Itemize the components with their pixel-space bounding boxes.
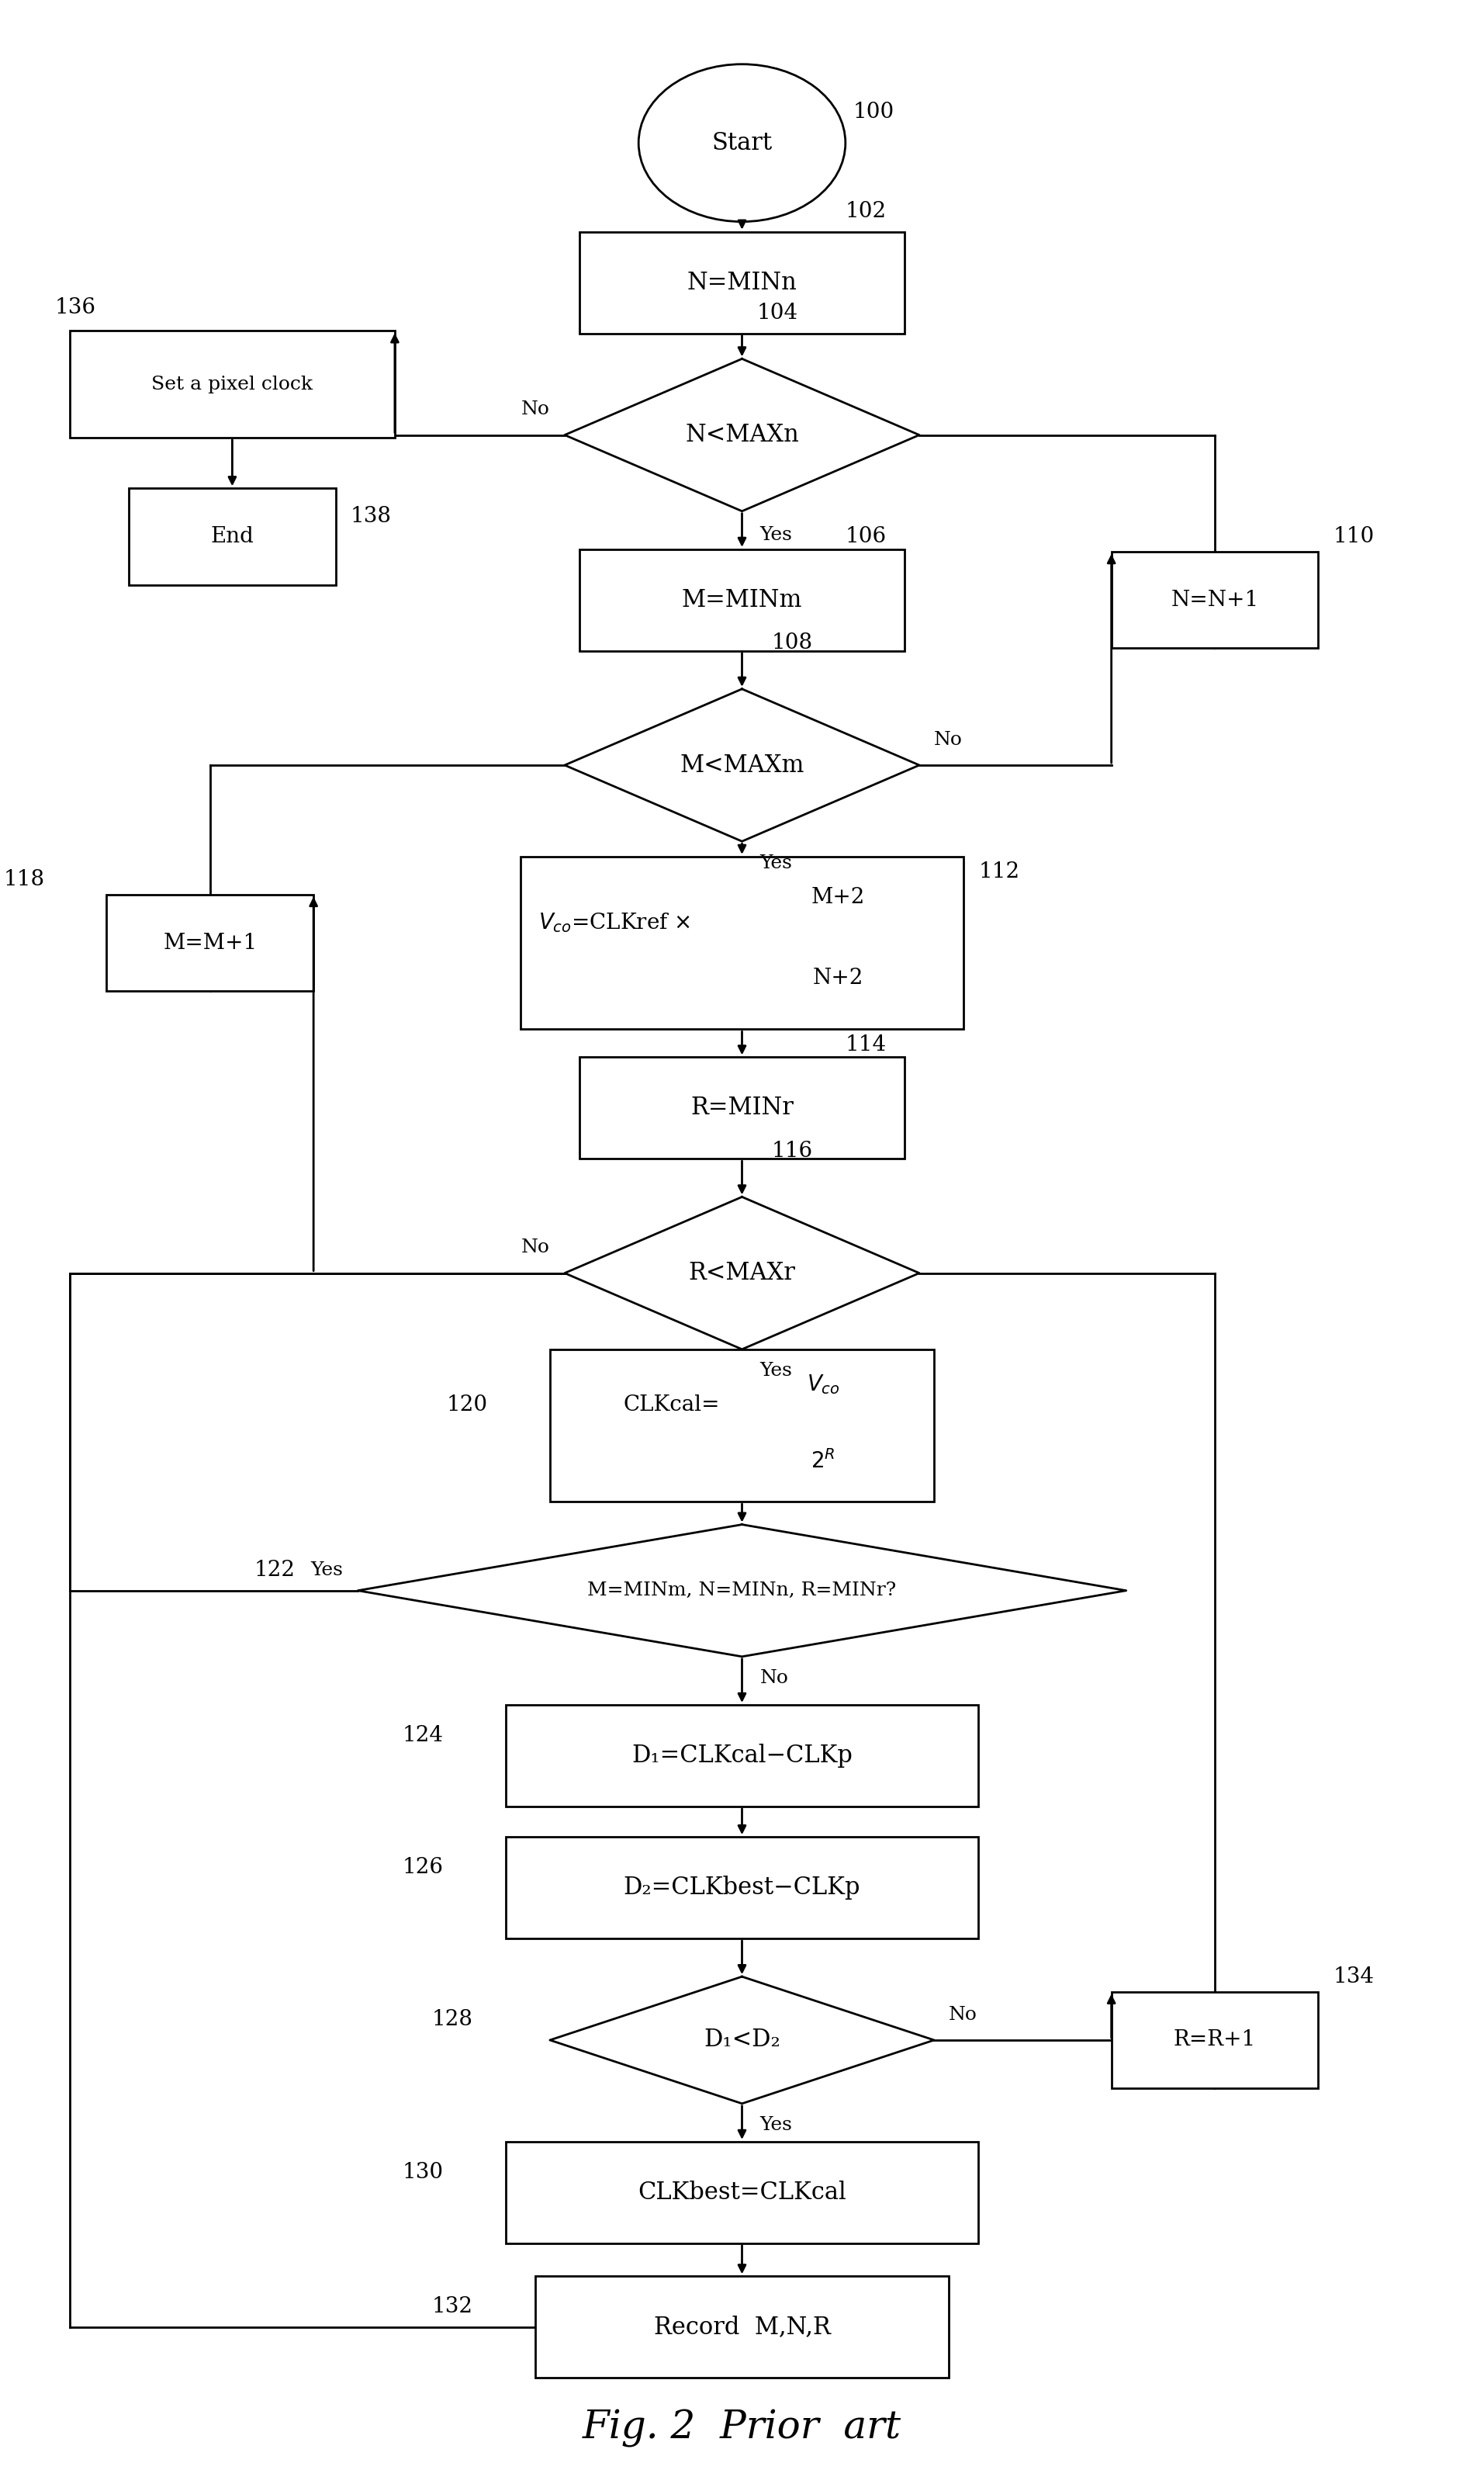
FancyBboxPatch shape <box>129 489 335 585</box>
Text: No: No <box>948 2006 978 2023</box>
Text: 114: 114 <box>846 1035 886 1055</box>
Text: 138: 138 <box>350 506 392 526</box>
FancyBboxPatch shape <box>107 894 313 990</box>
Text: Start: Start <box>712 131 772 156</box>
Text: 132: 132 <box>432 2297 473 2317</box>
Text: 136: 136 <box>55 296 96 319</box>
Text: Yes: Yes <box>760 1361 792 1381</box>
Text: N=N+1: N=N+1 <box>1171 590 1258 610</box>
FancyBboxPatch shape <box>1112 551 1318 647</box>
Text: No: No <box>521 400 551 417</box>
Text: Set a pixel clock: Set a pixel clock <box>151 375 313 393</box>
FancyBboxPatch shape <box>506 1704 978 1806</box>
Polygon shape <box>565 689 919 842</box>
FancyBboxPatch shape <box>1112 1991 1318 2087</box>
Text: No: No <box>933 731 963 748</box>
Text: D₁<D₂: D₁<D₂ <box>703 2028 781 2053</box>
FancyBboxPatch shape <box>506 2141 978 2243</box>
Text: M=M+1: M=M+1 <box>163 934 257 953</box>
FancyBboxPatch shape <box>506 1838 978 1939</box>
Text: R=MINr: R=MINr <box>690 1097 794 1119</box>
Text: No: No <box>521 1240 551 1257</box>
Text: 100: 100 <box>853 101 895 124</box>
Text: N=MINn: N=MINn <box>687 272 797 294</box>
Text: D₁=CLKcal−CLKp: D₁=CLKcal−CLKp <box>632 1744 852 1769</box>
Text: M=MINm: M=MINm <box>681 588 803 613</box>
Text: $V_{co}$: $V_{co}$ <box>807 1373 840 1396</box>
Text: CLKcal=: CLKcal= <box>623 1396 720 1415</box>
Text: N<MAXn: N<MAXn <box>686 422 798 447</box>
Text: Yes: Yes <box>310 1561 343 1578</box>
FancyBboxPatch shape <box>536 2277 948 2379</box>
Text: Fig. 2  Prior  art: Fig. 2 Prior art <box>583 2408 901 2448</box>
Text: 120: 120 <box>447 1396 488 1415</box>
Text: N+2: N+2 <box>813 968 864 988</box>
Text: 104: 104 <box>757 304 798 324</box>
FancyBboxPatch shape <box>579 548 905 652</box>
Text: 128: 128 <box>432 2008 473 2030</box>
Text: Yes: Yes <box>760 855 792 872</box>
Text: M+2: M+2 <box>812 887 865 906</box>
Text: R<MAXr: R<MAXr <box>689 1262 795 1284</box>
Text: 130: 130 <box>402 2161 444 2183</box>
FancyBboxPatch shape <box>551 1349 933 1502</box>
Text: CLKbest=CLKcal: CLKbest=CLKcal <box>638 2181 846 2206</box>
FancyBboxPatch shape <box>70 331 395 437</box>
Polygon shape <box>565 1198 919 1349</box>
Text: Yes: Yes <box>760 2117 792 2134</box>
Polygon shape <box>358 1524 1126 1657</box>
Text: Yes: Yes <box>760 526 792 543</box>
Text: 122: 122 <box>254 1559 295 1581</box>
Text: 112: 112 <box>978 862 1020 882</box>
Text: $V_{co}$=CLKref $\times$: $V_{co}$=CLKref $\times$ <box>539 911 690 934</box>
Text: Record  M,N,R: Record M,N,R <box>653 2314 831 2339</box>
Text: 110: 110 <box>1333 526 1374 546</box>
Text: 106: 106 <box>846 526 886 546</box>
Ellipse shape <box>638 64 846 222</box>
Text: 126: 126 <box>402 1857 444 1877</box>
Text: No: No <box>760 1670 788 1687</box>
Polygon shape <box>565 358 919 511</box>
Polygon shape <box>551 1976 933 2104</box>
Text: M<MAXm: M<MAXm <box>680 753 804 778</box>
Text: R=R+1: R=R+1 <box>1174 2030 1255 2050</box>
FancyBboxPatch shape <box>579 232 905 333</box>
Text: 134: 134 <box>1333 1966 1374 1986</box>
FancyBboxPatch shape <box>521 857 963 1030</box>
Text: 118: 118 <box>3 869 45 889</box>
Text: 124: 124 <box>402 1724 444 1746</box>
Text: 116: 116 <box>772 1141 813 1161</box>
FancyBboxPatch shape <box>579 1057 905 1158</box>
Text: $2^R$: $2^R$ <box>810 1450 835 1472</box>
Text: D₂=CLKbest−CLKp: D₂=CLKbest−CLKp <box>623 1875 861 1899</box>
Text: 108: 108 <box>772 632 813 655</box>
Text: End: End <box>211 526 254 546</box>
Text: 102: 102 <box>846 200 886 222</box>
Text: M=MINm, N=MINn, R=MINr?: M=MINm, N=MINn, R=MINr? <box>588 1581 896 1601</box>
